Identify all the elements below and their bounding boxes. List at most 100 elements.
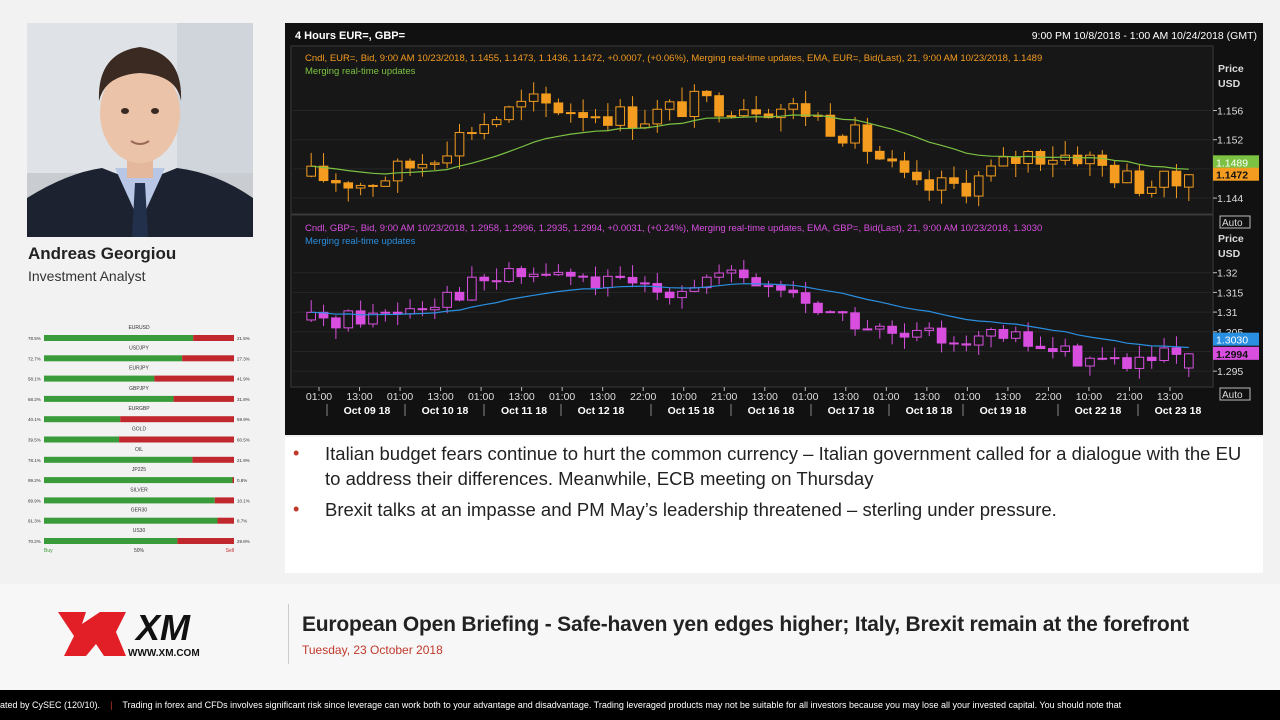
- sentiment-label: JP225: [132, 467, 146, 473]
- time-tick-label: 22:00: [1035, 391, 1061, 403]
- gbp-candle-body: [541, 273, 551, 276]
- date-tick-label: Oct 11 18: [501, 405, 547, 417]
- ticker-text-main: Trading in forex and CFDs involves signi…: [122, 700, 1122, 710]
- eur-candle-body: [850, 124, 860, 144]
- sentiment-buy-bar: [44, 375, 155, 382]
- gbp-candle-body: [813, 302, 823, 314]
- gbp-candle-body: [837, 311, 848, 314]
- gbp-auto-box: [1219, 387, 1251, 401]
- eur-candle-body: [751, 109, 762, 115]
- eur-candle-body: [664, 101, 675, 110]
- gbp-candle-body: [491, 280, 502, 283]
- gbp-candle-body: [603, 275, 613, 289]
- sentiment-sell-bar: [173, 395, 234, 402]
- eur-candle-body: [504, 106, 514, 121]
- chart-header-title: 4 Hours EUR=, GBP=: [295, 30, 405, 42]
- eur-last-tag: 1.1472: [1216, 170, 1248, 182]
- eur-candle-body: [1171, 170, 1182, 187]
- time-tick-label: 10:00: [671, 391, 697, 403]
- gbp-candle-body: [417, 308, 428, 311]
- eur-candle-body: [862, 124, 873, 152]
- gbp-candle-body: [738, 269, 749, 279]
- sentiment-buy-bar: [44, 517, 218, 524]
- eur-candle-body: [479, 124, 490, 134]
- eur-candle-body: [1122, 170, 1132, 184]
- eur-candle-body: [776, 108, 786, 119]
- bullet-text: Brexit talks at an impasse and PM May’s …: [325, 499, 1057, 520]
- time-tick-label: 13:00: [833, 391, 859, 403]
- briefing-headline: European Open Briefing - Safe-haven yen …: [302, 613, 1189, 636]
- eur-candle-body: [1072, 154, 1083, 165]
- sentiment-buy-bar: [44, 538, 178, 544]
- time-tick-label: 10:00: [1076, 391, 1102, 403]
- eur-candle-body: [887, 158, 897, 162]
- sentiment-label: US30: [133, 528, 146, 534]
- gbp-candle-body: [615, 275, 626, 278]
- gbp-last-tag-bg: [1213, 346, 1259, 360]
- sentiment-label: GOLD: [132, 427, 147, 433]
- presenter-title: Investment Analyst: [28, 268, 146, 284]
- gbp-candle-body: [1183, 353, 1194, 369]
- sentiment-buy-pct: 70.2%: [28, 539, 41, 544]
- time-tick-label: 13:00: [914, 391, 940, 403]
- sentiment-buy-bar: [44, 497, 215, 504]
- eur-candle-body: [961, 182, 972, 197]
- time-tick-label: 13:00: [1157, 391, 1183, 403]
- sentiment-buy-bar: [44, 477, 233, 484]
- briefing-date: Tuesday, 23 October 2018: [302, 643, 443, 657]
- gbp-tick-label: 1.295: [1217, 366, 1243, 378]
- time-tick-label: 13:00: [508, 391, 534, 403]
- gbp-candle-body: [652, 283, 663, 293]
- eur-candle-body: [1023, 150, 1033, 164]
- eur-candle-body: [368, 184, 378, 187]
- eur-price-label: Price: [1218, 63, 1244, 75]
- sentiment-axis-mid: 50%: [134, 548, 145, 554]
- eur-candle-body: [998, 156, 1009, 167]
- date-tick-label: Oct 09 18: [344, 405, 391, 417]
- time-tick-label: 01:00: [468, 391, 494, 403]
- time-tick-label: 21:00: [1116, 391, 1142, 403]
- eur-candle-body: [949, 177, 959, 184]
- gbp-candle-body: [1072, 345, 1083, 367]
- sentiment-axis-buy: Buy: [44, 548, 53, 554]
- sentiment-sell-bar: [119, 436, 234, 443]
- gbp-candle-body: [664, 291, 675, 299]
- ticker-separator: |: [110, 700, 113, 710]
- ticker-text-start: ated by CySEC (120/10).: [0, 700, 101, 710]
- gbp-candle-body: [850, 312, 860, 330]
- gbp-candle-body: [998, 328, 1009, 339]
- time-tick-label: 01:00: [549, 391, 575, 403]
- bullet-item: • Italian budget fears continue to hurt …: [293, 441, 1245, 491]
- gbp-candle-body: [924, 327, 935, 331]
- sentiment-axis-sell: Sell: [226, 548, 234, 554]
- sentiment-buy-pct: 78.1%: [28, 458, 41, 463]
- sentiment-sell-bar: [232, 477, 234, 484]
- eur-candle-body: [714, 95, 724, 117]
- gbp-candle-body: [936, 327, 947, 344]
- gbp-candle-body: [343, 310, 354, 329]
- time-tick-label: 01:00: [387, 391, 413, 403]
- eur-candle-body: [825, 114, 836, 137]
- gbp-candle-body: [479, 276, 490, 282]
- sentiment-sell-pct: 60.5%: [237, 438, 250, 443]
- gbp-candle-body: [405, 308, 415, 315]
- bullet-text: Italian budget fears continue to hurt th…: [325, 443, 1242, 489]
- date-tick-label: Oct 18 18: [906, 405, 953, 417]
- eur-candle-body: [701, 90, 712, 97]
- eur-candle-body: [343, 182, 354, 189]
- sentiment-label: EURGBP: [128, 406, 150, 412]
- gbp-info-line: Cndl, GBP=, Bid, 9:00 AM 10/23/2018, 1.2…: [305, 223, 1042, 234]
- gbp-candle-body: [800, 292, 811, 304]
- sentiment-buy-pct: 68.2%: [28, 397, 41, 402]
- eur-last-tag-bg: [1213, 167, 1259, 181]
- eur-info-line: Cndl, EUR=, Bid, 9:00 AM 10/23/2018, 1.1…: [305, 53, 1042, 64]
- bullet-dot-icon: •: [293, 443, 300, 463]
- eur-candle-body: [442, 155, 452, 164]
- sentiment-buy-pct: 39.5%: [28, 438, 41, 443]
- sentiment-label: OIL: [135, 447, 143, 453]
- sentiment-buy-pct: 40.1%: [28, 417, 41, 422]
- eur-candle-body: [1109, 164, 1120, 184]
- date-tick-label: Oct 12 18: [578, 405, 625, 417]
- date-tick-label: Oct 19 18: [980, 405, 1027, 417]
- gbp-tick-label: 1.32: [1217, 268, 1238, 280]
